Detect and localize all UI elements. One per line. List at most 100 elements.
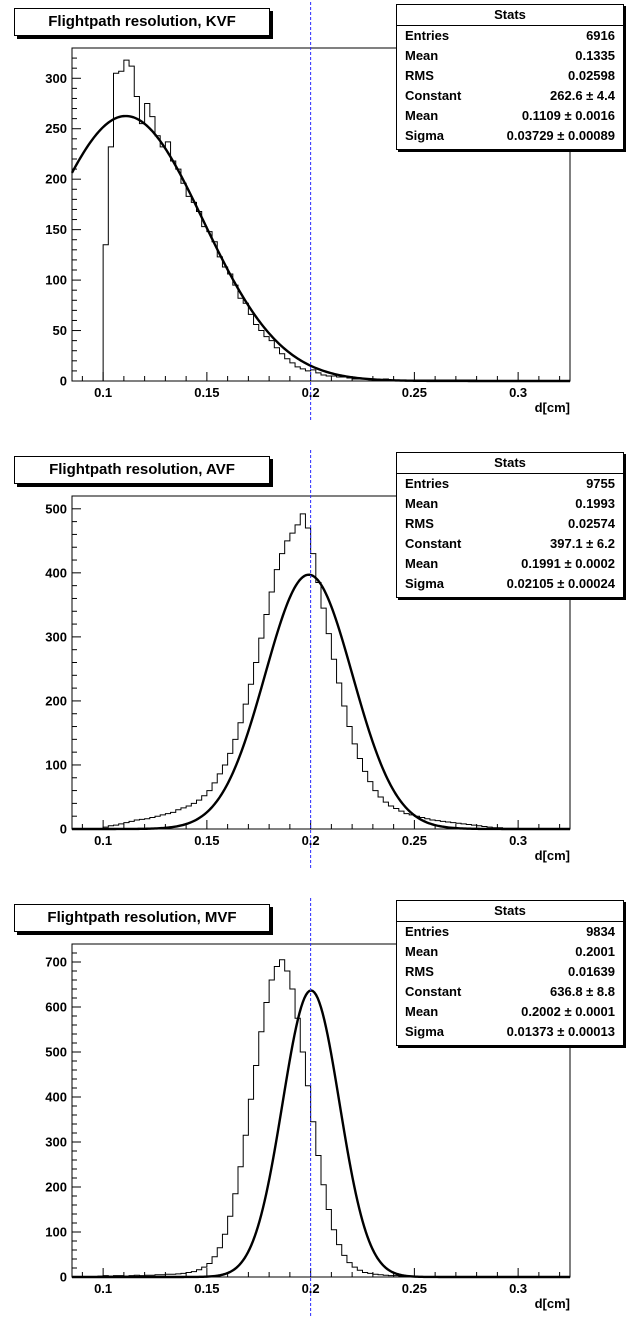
- gaussian-fit-curve: [72, 989, 570, 1279]
- stats-value: 9834: [586, 924, 615, 939]
- chart-title: Flightpath resolution, KVF: [14, 8, 270, 36]
- stats-row: Sigma 0.02105 ± 0.00024: [397, 574, 623, 594]
- y-tick-label: 0: [60, 1270, 67, 1285]
- y-tick-label: 600: [45, 1000, 67, 1015]
- stats-label: Mean: [405, 1004, 439, 1019]
- stats-label: Constant: [405, 984, 462, 999]
- stats-row: Mean 0.2001: [397, 942, 623, 962]
- stats-label: Constant: [405, 536, 462, 551]
- y-tick-label: 400: [45, 565, 67, 580]
- gaussian-fit-curve: [72, 573, 570, 831]
- plot-frame: [71, 943, 571, 1278]
- stats-value: 0.01373 ± 0.00013: [506, 1024, 615, 1039]
- stats-label: RMS: [405, 964, 434, 979]
- stats-header: Stats: [397, 901, 623, 922]
- y-tick-label: 700: [45, 955, 67, 970]
- kvf-panel: 0.1 0.15 0.2 0.25 0.3 0 50 100 150 200 250 300 d[cm]…: [0, 0, 630, 423]
- x-tick-label: 0.25: [402, 833, 427, 848]
- chart-title: Flightpath resolution, MVF: [14, 904, 270, 932]
- x-axis-title: d[cm]: [535, 400, 570, 415]
- stats-header: Stats: [397, 5, 623, 26]
- stats-row: RMS 0.02574: [397, 514, 623, 534]
- stats-label: Sigma: [405, 128, 445, 143]
- x-tick-label: 0.1: [94, 833, 112, 848]
- stats-row: Constant 397.1 ± 6.2: [397, 534, 623, 554]
- stats-value: 397.1 ± 6.2: [550, 536, 615, 551]
- stats-header: Stats: [397, 453, 623, 474]
- stats-value: 0.1335: [575, 48, 615, 63]
- stats-box: Stats Entries 6916 Mean 0.1335 RMS 0.02598 Cons…: [396, 4, 624, 150]
- stats-row: Entries 9834: [397, 922, 623, 942]
- stats-label: Sigma: [405, 1024, 445, 1039]
- y-tick-label: 200: [45, 1180, 67, 1195]
- gaussian-fit-curve: [70, 114, 570, 383]
- stats-value: 0.1109 ± 0.0016: [521, 108, 615, 123]
- x-tick-label: 0.1: [94, 1281, 112, 1296]
- stats-label: Sigma: [405, 576, 445, 591]
- stats-label: Entries: [405, 28, 450, 43]
- x-tick-label: 0.3: [509, 385, 527, 400]
- mvf-panel: 0.1 0.15 0.2 0.25 0.3 0 100 200 300 400 500 600 700 d…: [0, 896, 630, 1319]
- stats-value: 6916: [586, 28, 615, 43]
- x-tick-label: 0.25: [402, 385, 427, 400]
- avf-panel: 0.1 0.15 0.2 0.25 0.3 0 100 200 300 400 500 d[cm] Fl…: [0, 448, 630, 871]
- y-tick-label: 300: [45, 71, 67, 86]
- stats-box: Stats Entries 9834 Mean 0.2001 RMS 0.01639 Cons…: [396, 900, 624, 1046]
- stats-row: Mean 0.2002 ± 0.0001: [397, 1002, 623, 1022]
- y-tick-label: 50: [53, 323, 67, 338]
- stats-value: 0.1991 ± 0.0002: [521, 556, 615, 571]
- stats-value: 0.2002 ± 0.0001: [521, 1004, 615, 1019]
- stats-label: Mean: [405, 556, 439, 571]
- y-tick-label: 250: [45, 121, 67, 136]
- y-tick-label: 0: [60, 822, 67, 837]
- y-tick-label: 500: [45, 501, 67, 516]
- y-tick-label: 500: [45, 1045, 67, 1060]
- y-tick-label: 100: [45, 1225, 67, 1240]
- stats-value: 9755: [586, 476, 615, 491]
- x-tick-label: 0.3: [509, 1281, 527, 1296]
- stats-label: Mean: [405, 108, 439, 123]
- stats-row: Sigma 0.01373 ± 0.00013: [397, 1022, 623, 1042]
- x-tick-label: 0.25: [402, 1281, 427, 1296]
- plot-frame: [71, 47, 571, 382]
- x-tick-label: 0.3: [509, 833, 527, 848]
- stats-value: 262.6 ± 4.4: [550, 88, 615, 103]
- stats-label: RMS: [405, 68, 434, 83]
- y-tick-label: 200: [45, 172, 67, 187]
- stats-row: Mean 0.1109 ± 0.0016: [397, 106, 623, 126]
- stats-label: Mean: [405, 496, 439, 511]
- stats-row: Entries 6916: [397, 26, 623, 46]
- y-tick-label: 150: [45, 222, 67, 237]
- x-tick-label: 0.15: [194, 1281, 219, 1296]
- stats-label: RMS: [405, 516, 434, 531]
- stats-value: 0.01639: [568, 964, 615, 979]
- stats-row: Mean 0.1991 ± 0.0002: [397, 554, 623, 574]
- y-tick-label: 100: [45, 757, 67, 772]
- stats-value: 0.02574: [568, 516, 615, 531]
- x-tick-label: 0.1: [94, 385, 112, 400]
- stats-value: 0.2001: [575, 944, 615, 959]
- stats-value: 636.8 ± 8.8: [550, 984, 615, 999]
- x-axis-title: d[cm]: [535, 848, 570, 863]
- x-tick-label: 0.15: [194, 385, 219, 400]
- y-tick-label: 300: [45, 1135, 67, 1150]
- stats-row: Mean 0.1993: [397, 494, 623, 514]
- stats-row: Constant 636.8 ± 8.8: [397, 982, 623, 1002]
- y-tick-label: 400: [45, 1090, 67, 1105]
- x-axis-title: d[cm]: [535, 1296, 570, 1311]
- y-tick-label: 300: [45, 629, 67, 644]
- stats-row: RMS 0.02598: [397, 66, 623, 86]
- mvf-chart: 0.1 0.15 0.2 0.25 0.30100200300400500600700d…: [45, 898, 571, 1317]
- stats-row: Sigma 0.03729 ± 0.00089: [397, 126, 623, 146]
- stats-value: 0.1993: [575, 496, 615, 511]
- stats-row: Mean 0.1335: [397, 46, 623, 66]
- y-tick-label: 0: [60, 374, 67, 389]
- stats-value: 0.03729 ± 0.00089: [506, 128, 615, 143]
- stats-box: Stats Entries 9755 Mean 0.1993 RMS 0.02574 Cons…: [396, 452, 624, 598]
- stats-label: Entries: [405, 476, 450, 491]
- stats-label: Mean: [405, 48, 439, 63]
- stats-label: Entries: [405, 924, 450, 939]
- stats-value: 0.02105 ± 0.00024: [506, 576, 615, 591]
